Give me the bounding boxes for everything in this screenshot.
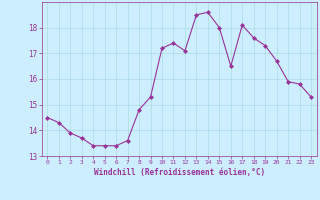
X-axis label: Windchill (Refroidissement éolien,°C): Windchill (Refroidissement éolien,°C) [94, 168, 265, 177]
